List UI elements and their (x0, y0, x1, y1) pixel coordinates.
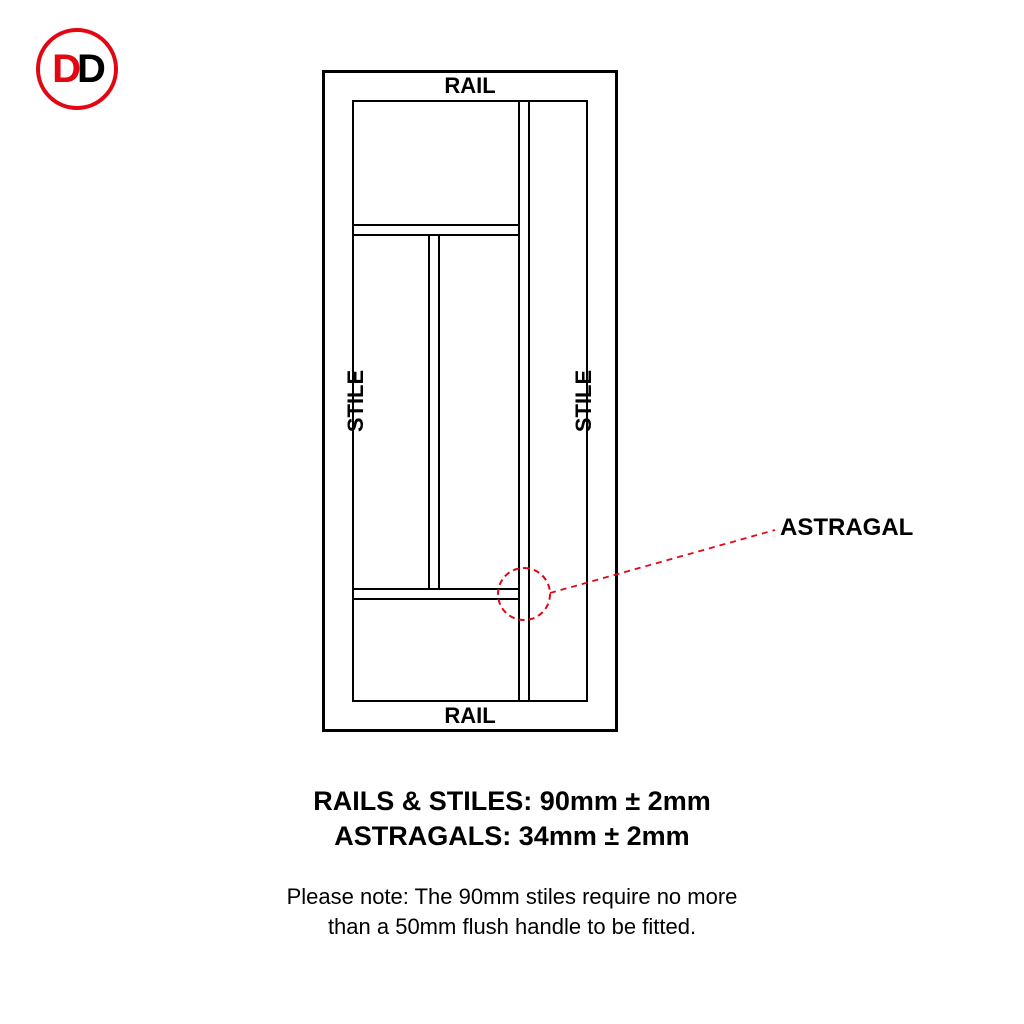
label-rail-bottom: RAIL (444, 703, 495, 729)
logo-letter-2: D (77, 47, 102, 91)
note-block: Please note: The 90mm stiles require no … (0, 882, 1024, 941)
astragal-horizontal-upper (352, 224, 518, 236)
label-rail-top: RAIL (444, 73, 495, 99)
note-line-2: than a 50mm flush handle to be fitted. (0, 912, 1024, 942)
logo-text: DD (52, 49, 102, 89)
astragal-vertical-center (428, 236, 440, 588)
label-astragal-callout: ASTRAGAL (780, 514, 913, 542)
spec-rails-stiles: RAILS & STILES: 90mm ± 2mm (0, 784, 1024, 819)
canvas: DD RAIL RAIL STILE STILE ASTRAGAL RAILS … (0, 0, 1024, 1024)
rail-top-inner-edge (352, 100, 588, 102)
logo-letter-1: D (52, 47, 77, 91)
label-stile-left: STILE (343, 370, 369, 432)
spec-astragals: ASTRAGALS: 34mm ± 2mm (0, 819, 1024, 854)
astragal-callout-circle (497, 567, 551, 621)
astragal-horizontal-lower (352, 588, 518, 600)
door-diagram: RAIL RAIL STILE STILE (322, 70, 618, 732)
spec-block: RAILS & STILES: 90mm ± 2mm ASTRAGALS: 34… (0, 784, 1024, 854)
brand-logo: DD (36, 28, 118, 110)
note-line-1: Please note: The 90mm stiles require no … (0, 882, 1024, 912)
label-stile-right: STILE (571, 370, 597, 432)
rail-bottom-inner-edge (352, 700, 588, 702)
